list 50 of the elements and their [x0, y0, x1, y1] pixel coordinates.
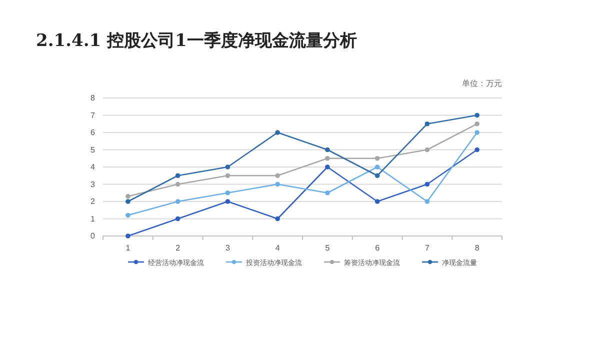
point	[175, 173, 180, 178]
y-tick-label: 8	[90, 94, 96, 103]
point	[175, 216, 180, 222]
point	[275, 182, 280, 187]
point	[175, 182, 180, 187]
x-tick-label: 6	[375, 244, 380, 253]
point	[325, 147, 330, 152]
point	[275, 173, 280, 178]
point	[424, 199, 430, 204]
point	[474, 130, 480, 135]
y-tick-label: 5	[90, 145, 96, 154]
x-tick-label: 5	[325, 244, 330, 253]
point	[275, 130, 280, 135]
point	[225, 190, 230, 196]
point	[126, 212, 130, 218]
point	[126, 194, 130, 199]
point	[424, 147, 430, 152]
point	[175, 199, 180, 204]
chart-title: 2.1.4.1 控股公司1一季度净现金流量分析	[36, 31, 357, 51]
point	[325, 164, 330, 170]
text: 单位：万元	[462, 79, 502, 88]
point	[374, 199, 380, 204]
point	[374, 164, 380, 170]
point	[374, 173, 380, 178]
point	[424, 121, 430, 126]
y-tick-label: 6	[90, 128, 96, 138]
y-tick-label: 7	[90, 110, 96, 120]
point	[225, 173, 230, 178]
x-tick-label: 7	[424, 244, 430, 253]
point	[325, 156, 330, 161]
point	[474, 121, 480, 126]
x-tick-label: 1	[126, 244, 131, 253]
point	[424, 182, 430, 187]
point	[225, 164, 230, 170]
point	[225, 199, 230, 204]
point	[275, 216, 280, 222]
point	[126, 199, 130, 204]
x-tick-label: 4	[275, 244, 280, 253]
point	[474, 112, 480, 118]
y-tick-label: 3	[90, 180, 96, 189]
point	[325, 190, 330, 196]
y-tick-label: 2	[90, 197, 96, 206]
point	[474, 147, 480, 152]
y-tick-label: 0	[90, 232, 96, 241]
y-tick-label: 1	[90, 214, 96, 224]
point	[374, 156, 380, 161]
x-tick-label: 2	[176, 244, 181, 253]
x-tick-label: 8	[474, 244, 480, 253]
y-tick-label: 4	[90, 162, 96, 172]
x-tick-label: 3	[225, 244, 230, 253]
